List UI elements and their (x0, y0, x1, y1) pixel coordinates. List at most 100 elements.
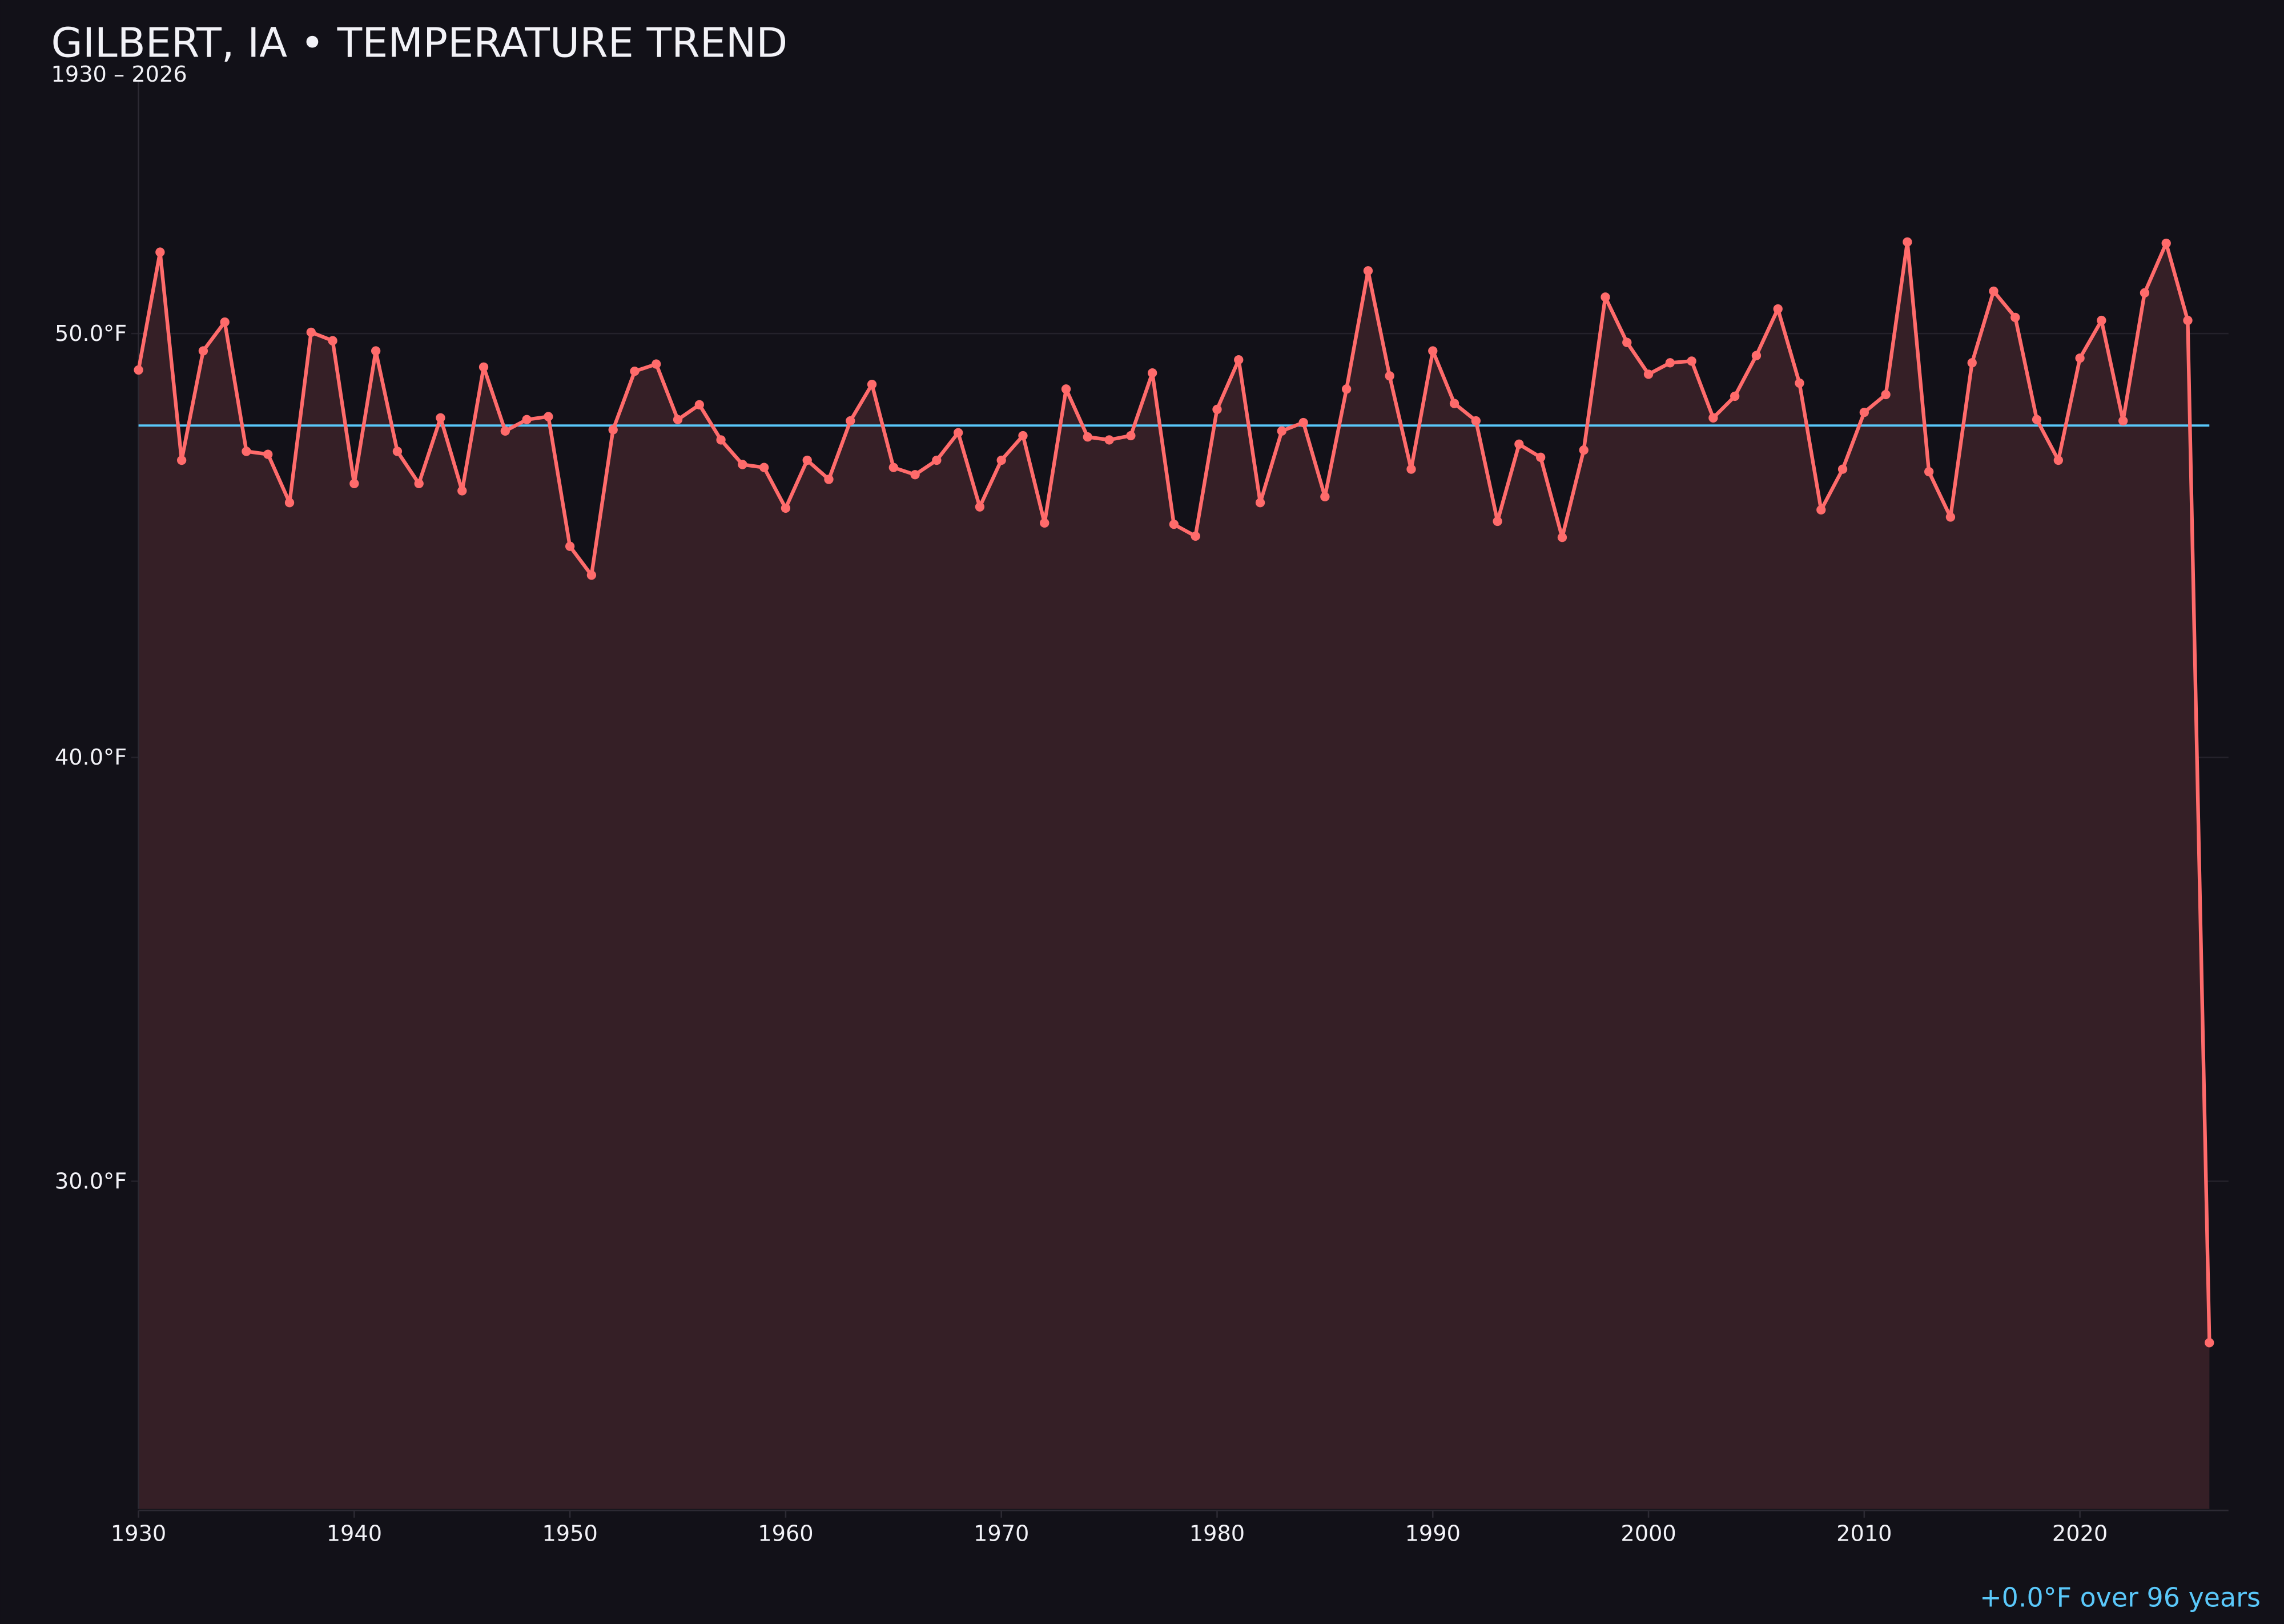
data-point (1234, 355, 1244, 365)
data-point (867, 380, 877, 389)
data-point (1859, 407, 1869, 417)
data-point (522, 415, 532, 424)
data-point (975, 502, 985, 512)
data-point (1665, 358, 1675, 368)
x-tick-label: 2000 (1620, 1521, 1676, 1547)
x-tick-label: 1970 (974, 1521, 1029, 1547)
x-tick-label: 1950 (542, 1521, 597, 1547)
data-point (716, 435, 726, 445)
data-point (586, 570, 597, 580)
data-point (630, 367, 640, 376)
tick-labels: 30.0°F 40.0°F 50.0°F 1930 1940 1950 1960 1970 19… (55, 321, 2108, 1547)
data-point (1428, 346, 1438, 356)
data-point (1514, 439, 1524, 449)
data-point (2118, 416, 2128, 426)
data-point (1622, 337, 1632, 347)
chart-subtitle: 1930 – 2026 (51, 62, 187, 87)
data-point (2010, 312, 2020, 323)
data-point (2140, 288, 2150, 298)
data-point (263, 449, 273, 459)
data-point (371, 346, 381, 356)
data-point (1708, 413, 1718, 423)
y-tick-label: 30.0°F (55, 1168, 127, 1194)
data-point (565, 541, 575, 551)
data-point (781, 503, 791, 513)
data-point (1255, 498, 1265, 508)
data-point (1557, 532, 1567, 542)
data-point (328, 336, 337, 345)
x-tick-label: 1940 (327, 1521, 382, 1547)
data-point (1212, 404, 1222, 415)
data-point (802, 455, 812, 465)
x-tick-label: 1930 (111, 1521, 166, 1547)
data-point (1945, 512, 1956, 522)
data-point (457, 486, 467, 496)
data-point (1795, 378, 1804, 388)
data-point (673, 415, 683, 424)
data-point (134, 365, 143, 375)
data-point (1816, 505, 1826, 515)
data-point (910, 470, 920, 480)
data-point (1601, 292, 1610, 302)
area-fill (138, 242, 2210, 1509)
data-point (1730, 391, 1740, 401)
data-point (1385, 371, 1394, 381)
data-point (1061, 384, 1071, 394)
data-point (500, 426, 510, 436)
trend-annotation: +0.0°F over 96 years (1980, 1582, 2261, 1613)
data-point (414, 479, 424, 489)
data-point (2161, 238, 2171, 248)
data-point (220, 317, 230, 327)
data-point (738, 460, 747, 469)
x-tick-label: 1980 (1189, 1521, 1245, 1547)
data-point (349, 479, 359, 489)
data-point (652, 359, 661, 369)
data-point (1191, 531, 1200, 541)
y-tick-label: 40.0°F (55, 745, 127, 770)
data-point (1147, 368, 1157, 378)
data-point (694, 400, 704, 409)
data-point (2032, 415, 2042, 424)
data-point (306, 327, 316, 337)
data-point (1040, 518, 1049, 528)
data-point (1277, 426, 1286, 436)
y-tick-label: 50.0°F (55, 321, 127, 347)
data-point (846, 416, 855, 426)
x-tick-label: 2020 (2052, 1521, 2108, 1547)
data-point (1449, 399, 1459, 408)
data-point (2075, 353, 2085, 363)
data-point (198, 346, 208, 356)
data-point (932, 455, 942, 465)
data-point (176, 455, 187, 465)
data-point (1989, 286, 1998, 296)
data-point (1320, 492, 1330, 502)
data-point (1126, 431, 1136, 441)
data-point (1471, 416, 1481, 426)
data-point (1341, 384, 1352, 394)
data-point (478, 362, 489, 372)
data-point (155, 247, 165, 257)
data-point (1773, 304, 1783, 314)
data-point (1083, 432, 1092, 442)
data-point (996, 455, 1006, 465)
x-tick-label: 2010 (1836, 1521, 1892, 1547)
data-point (1751, 351, 1762, 360)
x-tick-label: 1960 (758, 1521, 813, 1547)
data-point (2053, 455, 2063, 465)
data-point (888, 463, 898, 472)
data-point (242, 447, 251, 456)
data-point (1535, 452, 1546, 463)
data-point (1967, 358, 1977, 368)
data-point (392, 447, 403, 456)
data-point (1837, 464, 1848, 474)
data-point (1018, 431, 1028, 441)
data-point (1881, 389, 1891, 400)
data-points (134, 237, 2214, 1348)
data-point (953, 428, 963, 437)
data-point (544, 412, 553, 421)
data-point (759, 463, 769, 472)
data-point (1363, 266, 1373, 276)
data-point (1169, 519, 1179, 529)
data-point (1924, 467, 1934, 477)
data-point (608, 425, 618, 435)
